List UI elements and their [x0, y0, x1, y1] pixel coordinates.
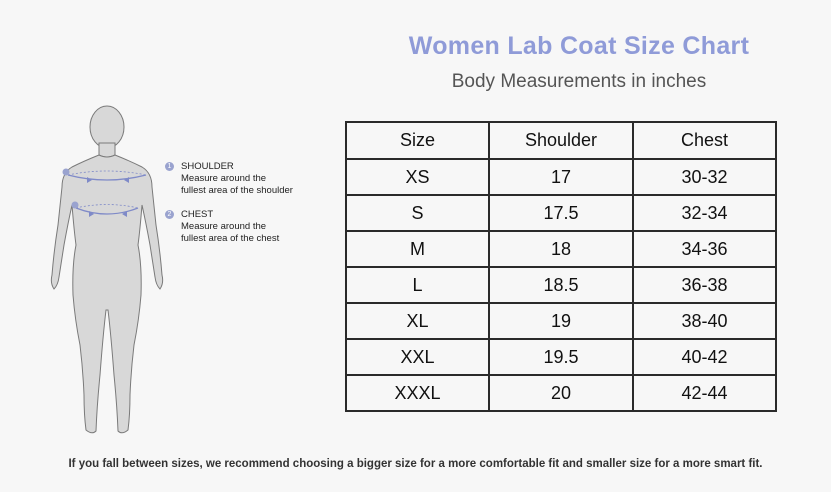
- cell-shoulder: 17.5: [488, 194, 634, 232]
- cell-shoulder: 19: [488, 302, 634, 340]
- header-size: Size: [345, 121, 490, 160]
- table-header-row: Size Shoulder Chest: [345, 121, 777, 160]
- cell-size: S: [345, 194, 490, 232]
- number-badge-icon: 1: [165, 162, 174, 171]
- cell-shoulder: 19.5: [488, 338, 634, 376]
- cell-chest: 34-36: [632, 230, 777, 268]
- cell-size: XXXL: [345, 374, 490, 412]
- cell-shoulder: 20: [488, 374, 634, 412]
- table-row: XL 19 38-40: [345, 302, 777, 340]
- table-row: S 17.5 32-34: [345, 194, 777, 232]
- chart-subtitle: Body Measurements in inches: [451, 71, 707, 92]
- table-row: XXL 19.5 40-42: [345, 338, 777, 376]
- cell-chest: 30-32: [632, 158, 777, 196]
- cell-shoulder: 17: [488, 158, 634, 196]
- chart-title: Women Lab Coat Size Chart: [408, 32, 750, 60]
- cell-size: L: [345, 266, 490, 304]
- cell-chest: 36-38: [632, 266, 777, 304]
- fit-recommendation-note: If you fall between sizes, we recommend …: [68, 458, 763, 470]
- cell-size: XXL: [345, 338, 490, 376]
- cell-shoulder: 18.5: [488, 266, 634, 304]
- legend-label: CHEST: [181, 209, 214, 220]
- size-table: Size Shoulder Chest XS 17 30-32 S 17.5 3…: [345, 121, 777, 412]
- header-chest: Chest: [632, 121, 777, 160]
- table-row: L 18.5 36-38: [345, 266, 777, 304]
- header-shoulder: Shoulder: [488, 121, 634, 160]
- chest-marker-icon: [71, 201, 79, 209]
- body-figure-illustration: [50, 105, 164, 434]
- cell-size: M: [345, 230, 490, 268]
- shoulder-marker-icon: [62, 168, 70, 176]
- legend-label: SHOULDER: [181, 161, 234, 172]
- cell-size: XL: [345, 302, 490, 340]
- table-row: XS 17 30-32: [345, 158, 777, 196]
- cell-chest: 38-40: [632, 302, 777, 340]
- cell-chest: 32-34: [632, 194, 777, 232]
- cell-chest: 42-44: [632, 374, 777, 412]
- legend-line2: fullest area of the shoulder: [181, 185, 293, 196]
- legend-line1: Measure around the: [181, 173, 267, 184]
- cell-size: XS: [345, 158, 490, 196]
- cell-chest: 40-42: [632, 338, 777, 376]
- legend-line1: Measure around the: [181, 221, 267, 232]
- table-row: M 18 34-36: [345, 230, 777, 268]
- number-badge-icon: 2: [165, 210, 174, 219]
- legend-line2: fullest area of the chest: [181, 233, 280, 244]
- table-row: XXXL 20 42-44: [345, 374, 777, 412]
- cell-shoulder: 18: [488, 230, 634, 268]
